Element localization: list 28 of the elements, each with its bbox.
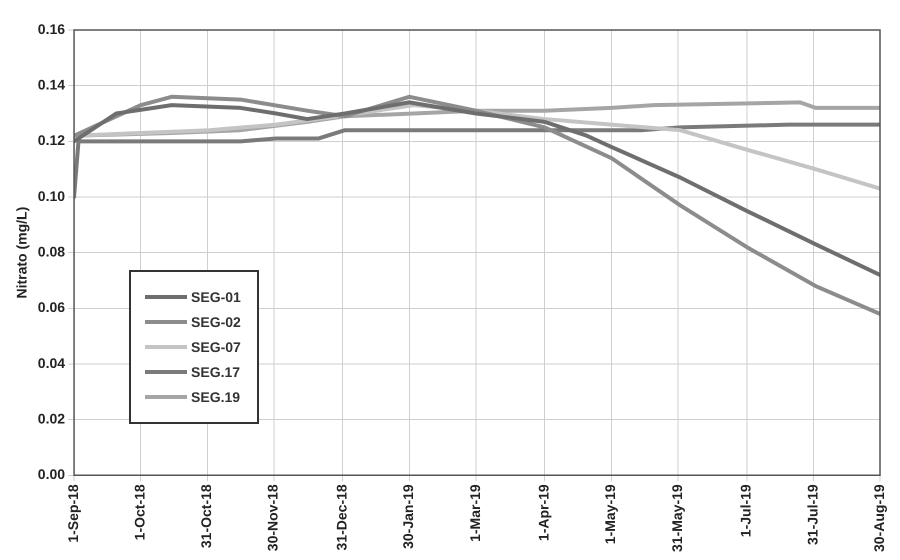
x-tick-label: 1-Apr-19 [536, 484, 552, 542]
y-tick-label: 0.14 [38, 76, 66, 93]
x-tick-label: 31-Dec-18 [334, 484, 350, 550]
legend-label: SEG.17 [191, 364, 240, 380]
legend-label: SEG-01 [191, 289, 241, 306]
x-tick-label: 1-Oct-18 [132, 484, 148, 540]
y-tick-label: 0.16 [38, 20, 66, 37]
y-tick-label: 0.04 [38, 354, 66, 371]
y-tick-label: 0.00 [38, 466, 66, 482]
x-tick-label: 1-Sep-18 [64, 484, 81, 543]
x-tick-label: 31-Jul-19 [804, 484, 820, 545]
legend-label: SEG-02 [191, 314, 241, 330]
x-tick-label: 30-Jan-19 [400, 484, 416, 549]
y-tick-label: 0.12 [38, 132, 66, 148]
legend-label: SEG.19 [191, 389, 240, 406]
y-tick-label: 0.10 [38, 188, 66, 204]
x-tick-label: 30-Nov-18 [264, 484, 281, 552]
legend-label: SEG-07 [191, 339, 241, 356]
x-tick-label: 31-Oct-18 [198, 484, 214, 548]
y-tick-label: 0.02 [38, 410, 66, 426]
x-tick-label: 1-May-19 [602, 484, 618, 544]
y-tick-label: 0.06 [38, 299, 66, 316]
x-tick-label: 1-Mar-19 [466, 484, 483, 542]
x-tick-label: 31-May-19 [668, 484, 685, 552]
x-tick-label: 30-Aug-19 [870, 484, 887, 552]
y-tick-label: 0.08 [38, 244, 66, 260]
y-axis-title: Nitrato (mg/L) [13, 206, 30, 299]
x-tick-label: 1-Jul-19 [738, 484, 754, 538]
